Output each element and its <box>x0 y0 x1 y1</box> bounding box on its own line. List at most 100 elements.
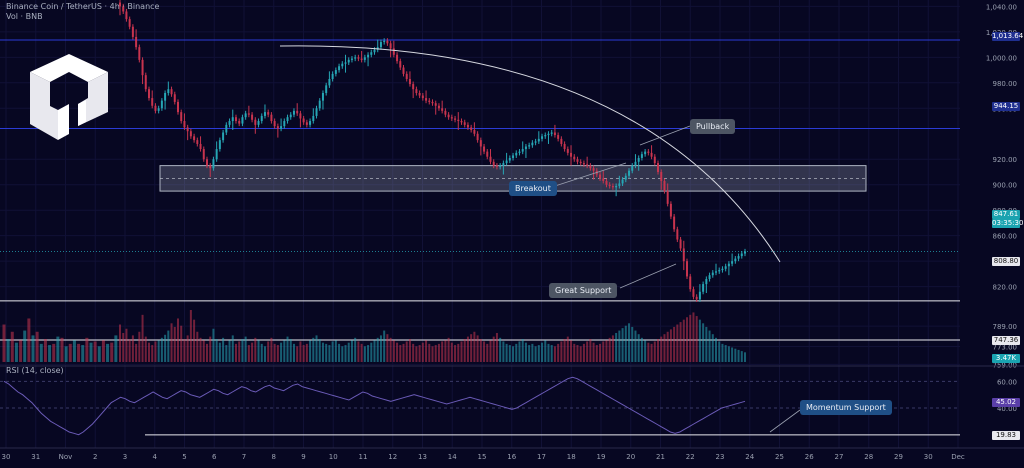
volume-bar <box>686 317 689 362</box>
candle-body <box>502 163 505 166</box>
volume-bar <box>744 352 746 362</box>
volume-bar <box>114 335 118 362</box>
candle-body <box>686 261 689 277</box>
candle-body <box>209 165 212 169</box>
candle-body <box>737 256 740 259</box>
candle-body <box>263 112 266 116</box>
candle-body <box>154 105 157 111</box>
candle-body <box>541 136 544 139</box>
candle-body <box>260 115 263 122</box>
x-tick-label: 30 <box>924 453 933 461</box>
volume-bar <box>48 345 52 362</box>
callout-pointer <box>554 162 627 187</box>
candle-body <box>350 58 353 60</box>
candle-body <box>119 2 121 7</box>
volume-bar <box>77 343 81 362</box>
candle-body <box>454 118 457 120</box>
volume-bar <box>276 345 279 362</box>
volume-bar <box>595 345 598 362</box>
x-tick-label: 6 <box>212 453 217 461</box>
candle-body <box>444 110 447 115</box>
candle-body <box>579 161 582 164</box>
volume-bar <box>283 340 286 362</box>
volume-bar <box>97 346 101 362</box>
x-tick-label: 23 <box>716 453 725 461</box>
candle-body <box>586 164 589 166</box>
candle-body <box>276 126 279 129</box>
volume-bar <box>106 343 110 362</box>
volume-bar <box>383 330 386 362</box>
candle-body <box>286 117 289 122</box>
volume-bar <box>628 323 631 362</box>
volume-bar <box>396 342 399 362</box>
volume-bar <box>138 331 141 362</box>
candle-body <box>292 110 295 115</box>
candle-body <box>489 156 492 162</box>
volume-bar <box>682 319 685 362</box>
candle-body <box>160 100 163 109</box>
candle-body <box>296 110 299 114</box>
volume-bar <box>373 340 376 362</box>
y-tick-label: 920.00 <box>993 156 1018 164</box>
volume-bar <box>634 330 637 362</box>
candle-body <box>460 121 463 123</box>
price-label-current: 847.61 <box>992 210 1020 219</box>
candle-body <box>151 98 154 106</box>
volume-bar <box>644 340 647 362</box>
volume-bar <box>599 343 602 362</box>
candle-body <box>357 57 360 59</box>
volume-bar <box>247 345 250 362</box>
candle-body <box>731 261 734 264</box>
x-tick-label: 20 <box>626 453 635 461</box>
volume-bar <box>234 343 237 362</box>
volume-bar <box>367 345 370 362</box>
volume-bar <box>647 342 650 362</box>
x-tick-label: 5 <box>182 453 186 461</box>
x-tick-label: 4 <box>153 453 158 461</box>
volume-bar <box>125 328 128 362</box>
y-tick-label: 789.00 <box>993 323 1018 331</box>
candle-body <box>157 108 160 111</box>
candle-body <box>724 266 727 269</box>
volume-bar <box>144 336 147 362</box>
candle-body <box>560 138 563 144</box>
volume-bar <box>650 343 653 362</box>
volume-bar <box>164 334 167 362</box>
candle-body <box>299 113 302 119</box>
x-tick-label: Nov <box>59 453 73 461</box>
candle-body <box>657 163 660 172</box>
volume-bar <box>557 343 560 362</box>
candle-body <box>125 11 128 20</box>
volume-bar <box>586 341 589 362</box>
candle-body <box>289 114 292 118</box>
candle-body <box>663 180 666 192</box>
x-tick-label: 16 <box>507 453 516 461</box>
candle-body <box>434 103 437 106</box>
volume-bar <box>263 346 266 362</box>
volume-bar <box>447 337 450 362</box>
candle-body <box>689 276 692 290</box>
rsi-tick-label: 60.00 <box>997 378 1017 386</box>
volume-bar <box>592 342 595 362</box>
x-tick-label: 3 <box>123 453 127 461</box>
volume-bar <box>110 342 114 362</box>
volume-bar <box>2 324 6 362</box>
candle-body <box>599 174 602 179</box>
volume-bar <box>93 341 97 362</box>
volume-bar <box>450 342 453 362</box>
volume-bar <box>376 337 379 362</box>
volume-bar <box>602 341 605 362</box>
candle-body <box>711 272 714 276</box>
candle-body <box>650 152 653 157</box>
volume-bar <box>270 337 273 362</box>
candle-body <box>328 78 331 86</box>
volume-bar <box>537 345 540 362</box>
volume-bar <box>740 351 743 362</box>
callout-momentum-support: Momentum Support <box>800 400 892 415</box>
volume-bar <box>412 343 415 362</box>
candle-body <box>189 131 192 137</box>
volume-bar <box>183 339 186 362</box>
candle-body <box>563 143 566 150</box>
candle-body <box>141 59 144 76</box>
x-tick-label: 15 <box>478 453 487 461</box>
